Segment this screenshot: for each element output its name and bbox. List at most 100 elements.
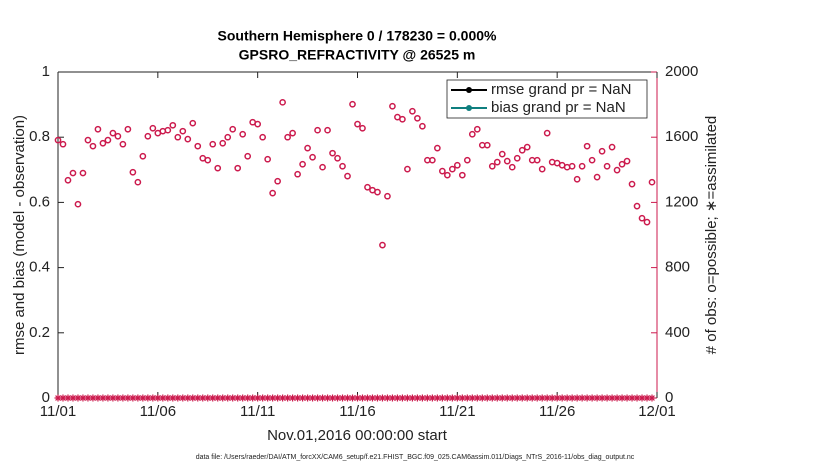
possible-marker — [344, 172, 351, 180]
possible-marker — [623, 157, 631, 165]
possible-marker — [434, 144, 441, 152]
y-tick-label: 0.2 — [29, 324, 50, 341]
assimilated-marker — [239, 394, 247, 402]
x-tick-label: 11/21 — [439, 403, 475, 420]
assimilated-marker — [443, 394, 451, 402]
assimilated-marker — [174, 394, 182, 402]
possible-marker — [648, 178, 656, 186]
assimilated-marker — [573, 394, 581, 402]
possible-marker — [169, 121, 177, 129]
possible-marker — [189, 119, 197, 127]
assimilated-marker — [184, 394, 192, 402]
assimilated-marker — [483, 394, 491, 402]
possible-marker — [294, 170, 301, 178]
assimilated-marker — [493, 394, 501, 402]
legend-label: rmse grand pr = NaN — [491, 81, 631, 98]
assimilated-marker — [633, 394, 641, 402]
assimilated-marker — [154, 394, 162, 402]
possible-marker — [628, 180, 636, 188]
possible-marker — [444, 171, 451, 179]
assimilated-marker — [329, 394, 337, 402]
assimilated-marker — [224, 394, 232, 402]
assimilated-marker — [603, 394, 611, 402]
possible-marker — [214, 164, 222, 172]
possible-marker — [139, 152, 147, 160]
assimilated-marker — [363, 394, 371, 402]
assimilated-marker — [598, 394, 606, 402]
assimilated-marker — [433, 394, 441, 402]
possible-marker — [269, 189, 276, 197]
possible-marker — [129, 168, 137, 176]
assimilated-marker — [648, 394, 656, 402]
assimilated-marker — [324, 394, 332, 402]
assimilated-marker — [119, 394, 127, 402]
possible-marker — [144, 132, 152, 140]
possible-marker — [379, 241, 386, 249]
legend-marker — [466, 105, 472, 111]
possible-marker — [109, 129, 117, 137]
footnote: data file: /Users/raeder/DAI/ATM_forcXX/… — [196, 454, 635, 461]
possible-marker — [279, 98, 286, 106]
assimilated-marker — [179, 394, 187, 402]
assimilated-marker — [388, 394, 396, 402]
possible-marker — [119, 140, 127, 148]
possible-marker — [473, 125, 481, 133]
y2-tick-label: 800 — [665, 259, 690, 276]
assimilated-marker — [189, 394, 197, 402]
assimilated-marker — [124, 394, 132, 402]
possible-marker — [69, 169, 77, 177]
assimilated-marker — [99, 394, 107, 402]
possible-marker — [458, 171, 466, 179]
assimilated-marker — [354, 394, 361, 402]
assimilated-marker — [274, 394, 282, 402]
possible-marker — [389, 102, 396, 110]
assimilated-marker — [104, 394, 112, 402]
possible-marker — [274, 177, 281, 185]
assimilated-marker — [79, 394, 87, 402]
assimilated-marker — [164, 394, 172, 402]
possible-marker — [259, 133, 267, 141]
possible-marker — [184, 135, 192, 143]
assimilated-marker — [169, 394, 177, 402]
possible-marker — [513, 154, 521, 162]
possible-marker — [124, 125, 132, 133]
possible-marker — [419, 122, 426, 130]
assimilated-marker — [408, 394, 416, 402]
assimilated-marker — [463, 394, 471, 402]
possible-marker — [314, 126, 321, 134]
assimilated-marker — [368, 394, 376, 402]
assimilated-marker — [314, 394, 322, 402]
x-tick-label: 11/11 — [240, 403, 275, 420]
possible-marker — [229, 125, 237, 133]
assimilated-marker — [438, 394, 446, 402]
possible-marker — [349, 100, 356, 108]
assimilated-marker — [428, 394, 436, 402]
possible-marker — [503, 157, 511, 165]
assimilated-marker — [214, 394, 222, 402]
assimilated-marker — [413, 394, 421, 402]
possible-marker — [224, 133, 232, 141]
x-tick-label: 12/01 — [638, 403, 676, 420]
assimilated-marker — [84, 394, 92, 402]
assimilated-marker — [139, 394, 147, 402]
assimilated-marker — [129, 394, 137, 402]
assimilated-marker — [513, 394, 521, 402]
assimilated-marker — [289, 394, 297, 402]
possible-marker — [239, 130, 247, 138]
assimilated-marker — [418, 394, 426, 402]
possible-marker — [439, 167, 446, 175]
y-axis-label: rmse and bias (model - observation) — [11, 115, 28, 355]
assimilated-marker — [219, 394, 227, 402]
possible-marker — [304, 144, 311, 152]
possible-marker — [254, 120, 262, 128]
y-tick-label: 0.8 — [29, 128, 50, 145]
assimilated-marker — [159, 394, 167, 402]
possible-marker — [174, 133, 182, 141]
possible-marker — [94, 125, 102, 133]
possible-marker — [164, 126, 172, 134]
possible-marker — [463, 156, 471, 164]
assimilated-marker — [453, 394, 461, 402]
assimilated-marker — [109, 394, 117, 402]
legend-label: bias grand pr = NaN — [491, 99, 626, 116]
y2-tick-label: 400 — [665, 324, 690, 341]
